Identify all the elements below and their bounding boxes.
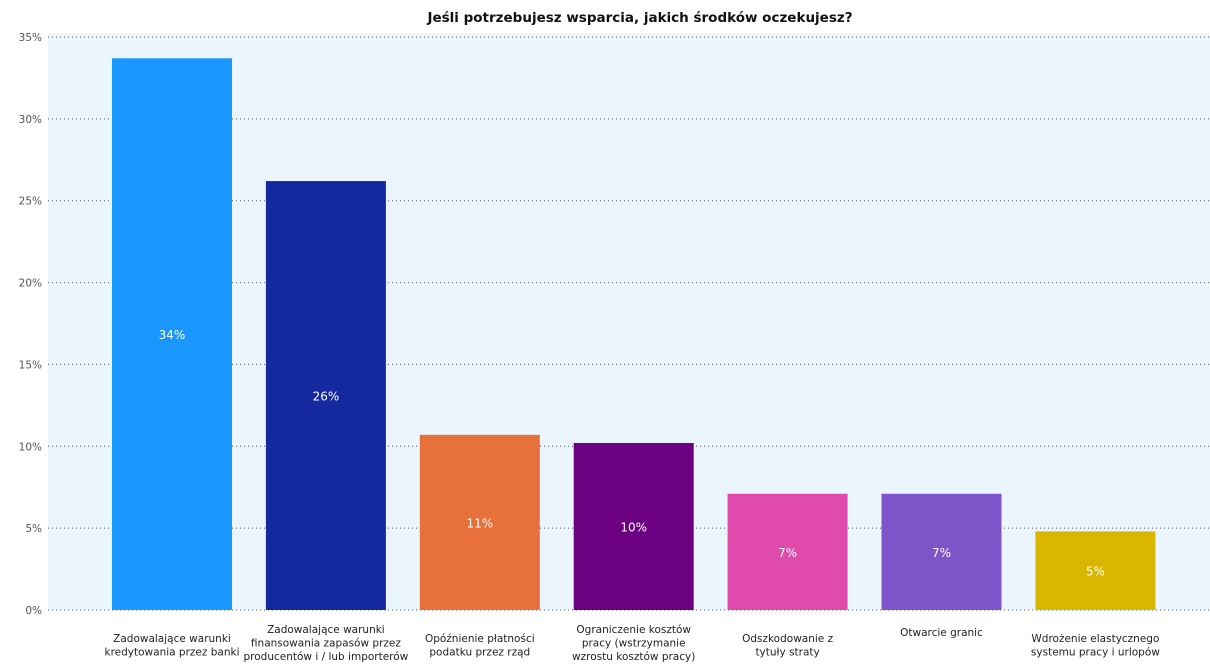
y-tick-label: 10% [19, 441, 42, 453]
x-tick-label: Odszkodowanie z tytuły straty [742, 633, 834, 659]
data-label: 34% [159, 328, 186, 342]
y-tick-label: 15% [19, 359, 42, 371]
bar [265, 181, 386, 610]
data-label: 26% [313, 390, 340, 404]
x-tick-label: Zadowalające warunki kredytowania przez b… [105, 633, 240, 659]
x-tick-label: Ograniczenie kosztów pracy (wstrzymanie wz… [572, 624, 695, 663]
y-tick-label: 0% [25, 605, 42, 617]
x-tick-label: Opóźnienie płatności podatku przez rząd [425, 633, 535, 659]
data-label: 10% [620, 521, 647, 535]
y-tick-label: 30% [19, 114, 42, 126]
bar [1035, 531, 1156, 610]
bar [573, 443, 694, 610]
x-tick-label: Wdrożenie elastycznego systemu pracy i ur… [1031, 633, 1160, 659]
y-tick-label: 35% [19, 32, 42, 44]
data-label: 11% [466, 516, 493, 530]
chart-title: Jeśli potrzebujesz wsparcia, jakich środ… [427, 10, 853, 26]
bar [881, 493, 1002, 610]
bar [112, 58, 232, 611]
y-tick-label: 5% [25, 523, 42, 535]
y-tick-label: 25% [19, 196, 42, 208]
x-tick-label: Zadowalające warunki finansowania zapasów… [244, 624, 409, 663]
data-label: 5% [1086, 565, 1105, 579]
data-label: 7% [932, 546, 951, 560]
x-tick-label: Otwarcie granic [900, 627, 983, 639]
data-label: 7% [778, 546, 797, 560]
bar [419, 434, 540, 610]
bar [727, 493, 848, 610]
y-tick-label: 20% [19, 278, 42, 290]
